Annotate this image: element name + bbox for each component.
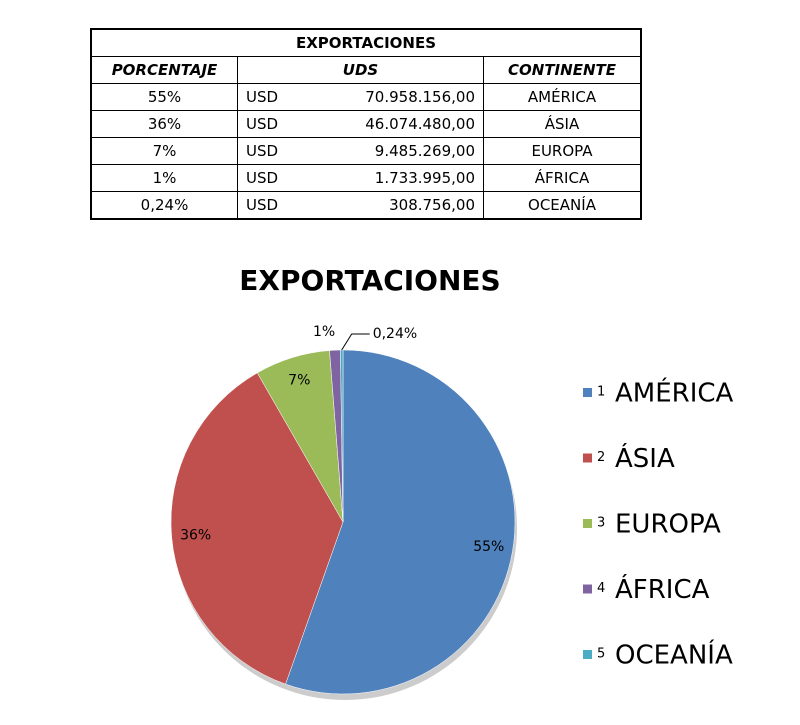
table-cell: USD [236,83,306,111]
table-cell: USD [236,191,306,220]
table-cell: 7% [90,137,238,165]
table-cell: ÁSIA [483,110,642,138]
data-label: 7% [288,373,310,389]
table-cell: AMÉRICA [483,83,642,111]
table-body: 55% USD 70.958.156,00 AMÉRICA 36% USD 46.074.4… [90,83,642,220]
legend-label: ÁSIA [615,442,675,474]
leader-line [341,333,370,351]
table-header: UDS [237,56,484,84]
data-label: 0,24% [373,326,417,342]
table-cell: 308.756,00 [305,191,484,220]
data-label: 1% [313,324,335,340]
table-cell: 1% [90,164,238,192]
legend-number: 5 [597,647,605,662]
data-label: 36% [180,527,211,543]
table-cell: 1.733.995,00 [305,164,484,192]
data-table: EXPORTACIONES PORCENTAJE UDS CONTINENTE … [90,28,642,220]
legend-number: 2 [597,450,605,465]
legend-number: 3 [597,516,605,531]
table-cell: ÁFRICA [483,164,642,192]
legend-number: 1 [597,385,605,400]
table-row: 7% USD 9.485.269,00 EUROPA [90,137,642,165]
legend-swatch [583,650,592,659]
data-label: 55% [473,539,504,555]
legend-swatch [583,584,592,594]
legend-label: AMÉRICA [615,377,734,409]
chart-title: EXPORTACIONES [239,264,500,297]
table-row: 0,24% USD 308.756,00 OCEANÍA [90,191,642,220]
table-cell: EUROPA [483,137,642,165]
table-cell: USD [236,137,306,165]
legend-number: 4 [597,581,605,596]
legend-label: OCEANÍA [615,639,733,671]
table-cell: USD [236,110,306,138]
legend-swatch [583,519,592,528]
table-cell: OCEANÍA [483,191,642,220]
legend-swatch [583,453,592,463]
table-row: 36% USD 46.074.480,00 ÁSIA [90,110,642,138]
legend-label: EUROPA [615,510,721,540]
table-row: 1% USD 1.733.995,00 ÁFRICA [90,164,642,192]
table-cell: 9.485.269,00 [305,137,484,165]
table-cell: USD [236,164,306,192]
legend-label: ÁFRICA [615,573,710,605]
pie-slice [285,349,516,695]
table-header: PORCENTAJE [90,56,238,84]
pie-slice [170,372,344,685]
legend-swatch [583,388,592,397]
